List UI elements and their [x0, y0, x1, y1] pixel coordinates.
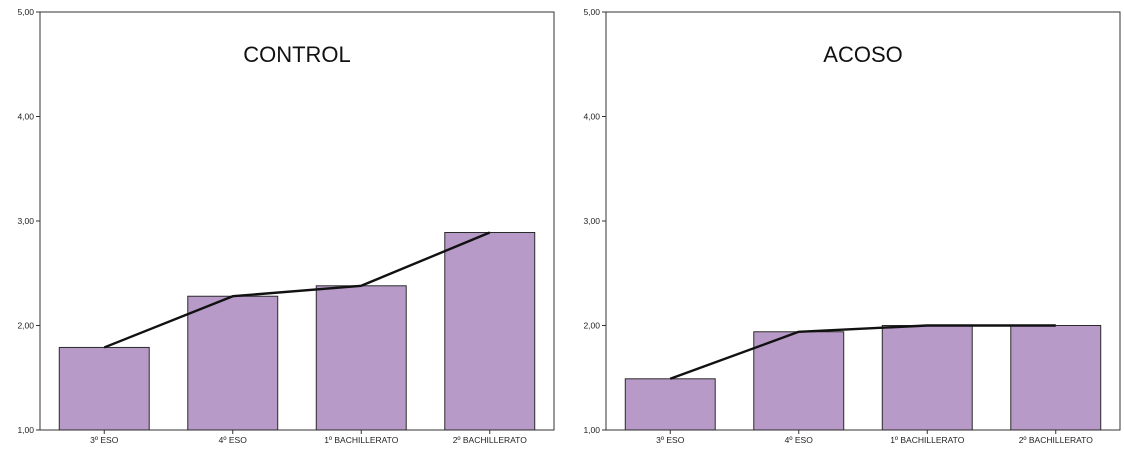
chart-0-title: CONTROL: [243, 42, 351, 67]
chart-0-x-tick-label: 1º BACHILLERATO: [324, 435, 399, 445]
chart-1-bar: [881, 325, 973, 431]
chart-0-bar: [444, 231, 536, 431]
chart-0-line-series: [103, 231, 491, 349]
chart-1-y-tick-label: 1,00: [583, 425, 600, 435]
chart-1-y-tick-label: 5,00: [583, 7, 600, 17]
chart-1-x-tick-label: 2º BACHILLERATO: [1019, 435, 1094, 445]
chart-1-bar: [1010, 325, 1102, 431]
chart-0-x-tick-label: 3º ESO: [90, 435, 119, 445]
chart-0-y-tick-label: 2,00: [17, 321, 34, 331]
chart-0-x-tick-label: 4º ESO: [219, 435, 248, 445]
chart-1-y-tick-label: 3,00: [583, 216, 600, 226]
chart-1-title: ACOSO: [823, 42, 902, 67]
chart-0-y-tick-label: 1,00: [17, 425, 34, 435]
chart-1-x-tick-label: 3º ESO: [656, 435, 685, 445]
chart-1-y-tick-label: 2,00: [583, 321, 600, 331]
chart-1-bar: [624, 378, 716, 431]
acoso-chart-svg: 1,00 2,00 3,00 4,00 5,00 3º ESO 4º ESO 1º BACHI…: [583, 7, 1121, 445]
chart-0-bar: [58, 346, 150, 431]
chart-0-bar: [315, 285, 407, 431]
chart-0-y-tick-label: 4,00: [17, 112, 34, 122]
chart-0-x-tick-label: 2º BACHILLERATO: [453, 435, 528, 445]
control-chart: 1,00 2,00 3,00 4,00 5,00 3º ESO 4º ESO 1º BACHI…: [0, 0, 558, 448]
chart-1-bar: [753, 331, 845, 431]
control-chart-svg: 1,00 2,00 3,00 4,00 5,00 3º ESO 4º ESO 1º BACHI…: [17, 7, 555, 445]
chart-0-y-tick-label: 3,00: [17, 216, 34, 226]
chart-1-line-series: [669, 324, 1056, 380]
chart-0-bar: [187, 295, 279, 431]
chart-1-x-tick-label: 4º ESO: [785, 435, 814, 445]
chart-1-y-tick-label: 4,00: [583, 112, 600, 122]
chart-1-x-tick-label: 1º BACHILLERATO: [890, 435, 965, 445]
acoso-chart: 1,00 2,00 3,00 4,00 5,00 3º ESO 4º ESO 1º BACHI…: [566, 0, 1124, 448]
chart-0-y-tick-label: 5,00: [17, 7, 34, 17]
